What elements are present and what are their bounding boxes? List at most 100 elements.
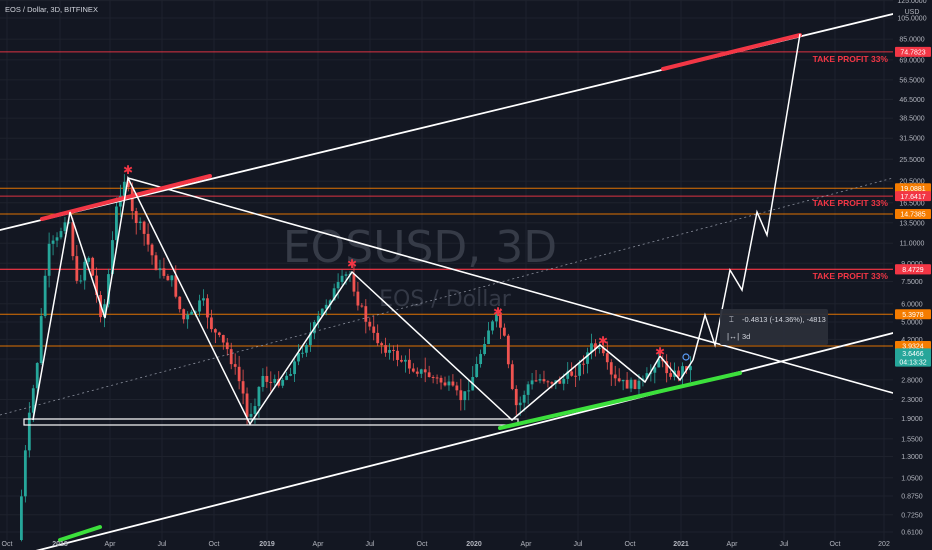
price-tick-label: 5.0000 (901, 319, 923, 326)
candle-body (605, 353, 609, 363)
time-tick-label: 2019 (259, 541, 275, 548)
candle-body (67, 222, 71, 224)
price-badge (895, 46, 931, 57)
price-badge (895, 183, 931, 194)
price-axis[interactable]: USD 125.0000 105.0000 85.0000 69.0000 56.500… (893, 0, 932, 550)
peak-marker-icon: ✱ (493, 305, 503, 319)
candle-body (510, 364, 514, 389)
trend-drawings: ✱ ✱ ✱ ✱ ✱ (0, 13, 894, 550)
price-tick-label: 38.5000 (899, 116, 924, 123)
horizontal-levels (0, 51, 893, 347)
candle-body (534, 380, 538, 382)
candle-body (530, 380, 534, 385)
candle-body (368, 321, 372, 327)
candle-body (170, 275, 174, 281)
candle-body (522, 394, 526, 403)
candle-body (487, 330, 490, 345)
price-tick-label: 25.5000 (899, 157, 924, 164)
time-tick-label: 2018 (52, 541, 68, 548)
candle-body (582, 363, 585, 365)
candle-body (198, 300, 201, 312)
candle-body (499, 314, 502, 328)
peak-marker-icon: ✱ (598, 334, 608, 348)
candle-body (281, 379, 285, 386)
price-badge-label: 3.9324 (902, 344, 924, 351)
candle-body (87, 257, 91, 262)
candle-body (162, 268, 166, 276)
candle-body (352, 273, 356, 292)
price-axis-background (893, 0, 932, 550)
candle-body (645, 373, 649, 379)
candle-body (265, 375, 269, 382)
candle-body (590, 343, 593, 353)
candle-body (130, 187, 134, 212)
candle-body (621, 379, 625, 382)
price-badges: 74.782319.088117.641714.73858.48168.4729… (895, 46, 931, 367)
price-tick-label: 69.0000 (899, 57, 924, 64)
candle-body (637, 380, 641, 389)
candle-body (613, 374, 617, 379)
candle-body (83, 261, 87, 281)
price-tick-label: 20.5000 (899, 179, 924, 186)
candle-body (542, 379, 546, 382)
candle-body (324, 304, 328, 309)
candle-body (273, 378, 277, 383)
candle-body (384, 345, 388, 353)
candle-body (609, 362, 613, 375)
time-tick-label: Apr (105, 541, 117, 548)
price-tick-label: 13.5000 (899, 220, 924, 227)
price-tick-label: 1.9000 (901, 416, 923, 423)
price-tick-label: 31.5000 (899, 136, 924, 143)
candle-body (285, 375, 289, 380)
bars-icon: |↔| (727, 332, 739, 341)
candle-body (103, 304, 106, 318)
candle-body (411, 368, 415, 372)
price-tick-label: 11.0000 (900, 241, 925, 248)
candle-body (55, 237, 59, 241)
candle-body (150, 244, 154, 256)
candle-body (51, 240, 55, 244)
candle-body (360, 305, 364, 307)
candle-body (657, 359, 661, 368)
price-badge-label: 3.6466 (902, 351, 924, 358)
candle-body (186, 314, 190, 320)
candle-body (685, 366, 688, 371)
candle-body (336, 282, 340, 289)
candle-body (491, 321, 494, 331)
price-tick-label: 6.0000 (901, 301, 923, 308)
take-profit-label: TAKE PROFIT 33% (813, 271, 889, 281)
price-badge-label: 5.3978 (902, 312, 924, 319)
candle-body (376, 332, 380, 344)
candle-body (677, 370, 680, 377)
price-badge-label: 14.7385 (900, 212, 925, 219)
price-tick-label: 4.2000 (901, 337, 923, 344)
price-tick-label: 85.0000 (899, 37, 924, 44)
candle-body (689, 366, 692, 371)
price-tick-label: 1.5500 (901, 436, 923, 443)
candle-body (526, 384, 530, 395)
measure-tooltip-box (720, 309, 828, 345)
candle-body (237, 366, 241, 382)
time-tick-label: Jul (780, 541, 789, 548)
candle-body (178, 296, 182, 310)
time-tick-label: Oct (830, 541, 841, 548)
candle-body (320, 308, 324, 316)
candle-body (617, 378, 621, 382)
candle-body (415, 371, 419, 374)
candle-body (451, 381, 455, 386)
candle-body (122, 181, 126, 196)
candle-body (483, 344, 486, 355)
time-tick-label: Jul (366, 541, 375, 548)
watermark-description: EOS / Dollar (379, 287, 512, 312)
take-profit-label: TAKE PROFIT 33% (813, 198, 889, 208)
time-tick-label: Apr (313, 541, 325, 548)
time-axis[interactable]: Oct 2018 Apr Jul Oct 2019 Apr Jul Oct 2020 Apr Jul O… (2, 541, 890, 548)
price-badge (895, 348, 931, 359)
price-badge-label: 74.7823 (900, 50, 925, 57)
price-badge-label: 8.4729 (902, 267, 924, 274)
price-tick-label: 0.6100 (901, 530, 923, 537)
candle-body (126, 181, 130, 188)
candlestick-series (20, 174, 692, 542)
peak-marker-icon: ✱ (655, 345, 665, 359)
